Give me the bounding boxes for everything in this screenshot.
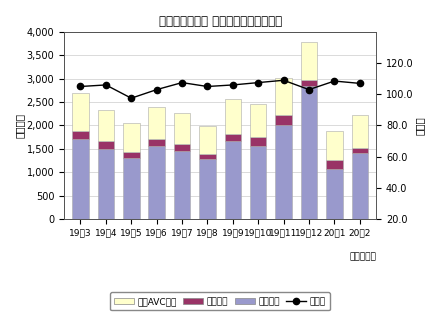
Bar bbox=[250, 104, 267, 137]
Bar bbox=[72, 140, 89, 219]
Bar bbox=[275, 78, 292, 115]
Bar bbox=[148, 106, 165, 139]
Legend: カーAVC機器, 音声機器, 映像機器, 前年比: カーAVC機器, 音声機器, 映像機器, 前年比 bbox=[110, 292, 330, 311]
Bar bbox=[301, 42, 317, 80]
Text: （年・月）: （年・月） bbox=[349, 253, 376, 262]
Bar bbox=[123, 158, 139, 219]
Bar bbox=[224, 134, 241, 141]
Bar bbox=[326, 160, 343, 169]
Bar bbox=[72, 93, 89, 131]
Bar bbox=[352, 115, 368, 147]
Bar bbox=[98, 149, 114, 219]
Title: 民生用電子機器 国内出荷実績（金額）: 民生用電子機器 国内出荷実績（金額） bbox=[158, 15, 282, 28]
Bar bbox=[199, 154, 216, 159]
Bar bbox=[174, 151, 190, 219]
Bar bbox=[199, 159, 216, 219]
Bar bbox=[326, 131, 343, 160]
Y-axis label: （％）: （％） bbox=[415, 116, 425, 135]
Bar bbox=[72, 131, 89, 140]
Bar bbox=[174, 144, 190, 151]
Bar bbox=[301, 80, 317, 86]
Bar bbox=[98, 110, 114, 141]
Bar bbox=[123, 152, 139, 158]
Bar bbox=[326, 169, 343, 219]
Bar bbox=[148, 139, 165, 146]
Bar bbox=[224, 99, 241, 134]
Y-axis label: （億円）: （億円） bbox=[15, 113, 25, 138]
Bar bbox=[224, 141, 241, 219]
Bar bbox=[275, 124, 292, 219]
Bar bbox=[199, 126, 216, 154]
Bar bbox=[174, 113, 190, 144]
Bar bbox=[301, 86, 317, 219]
Bar bbox=[275, 115, 292, 124]
Bar bbox=[148, 146, 165, 219]
Bar bbox=[352, 147, 368, 153]
Bar bbox=[250, 146, 267, 219]
Bar bbox=[123, 123, 139, 152]
Bar bbox=[250, 137, 267, 146]
Bar bbox=[98, 141, 114, 149]
Bar bbox=[352, 153, 368, 219]
